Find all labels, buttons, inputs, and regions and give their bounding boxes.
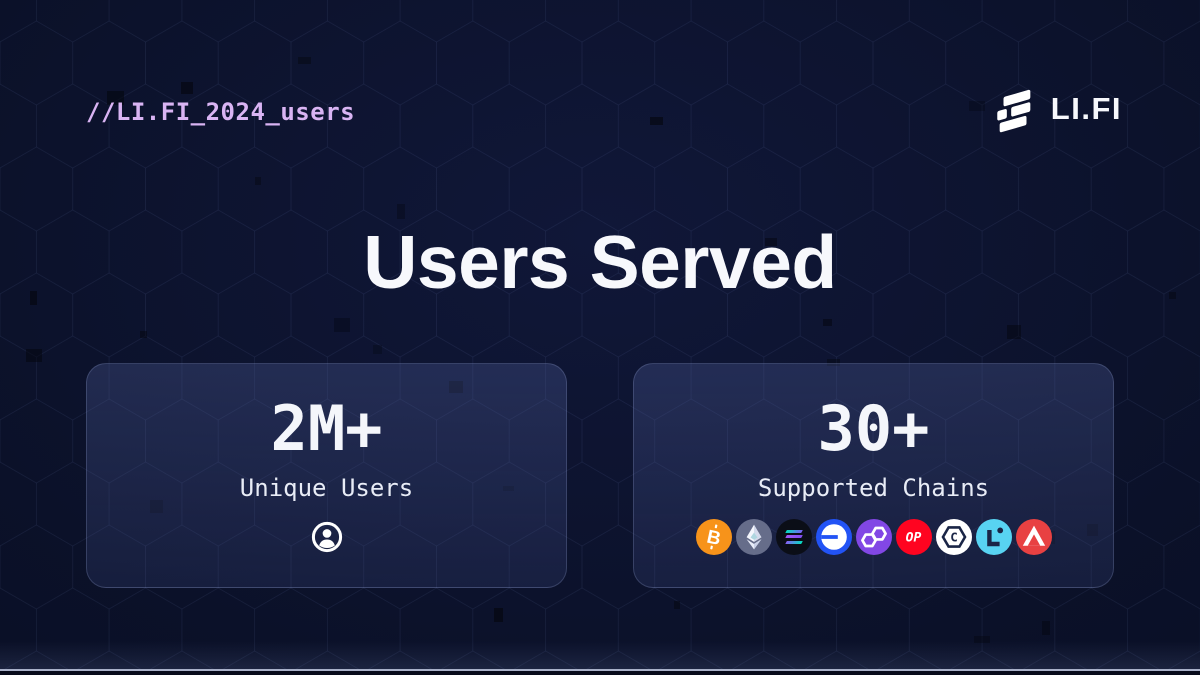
stat-cards: 2M+ Unique Users 30+ Supported Chains B O… (86, 363, 1114, 588)
solana-icon (775, 519, 812, 555)
lifi-logo-icon (997, 89, 1031, 133)
svg-text:C: C (950, 529, 958, 544)
brand: LI.FI (992, 84, 1122, 134)
polygon-icon (855, 519, 892, 555)
linea-icon (975, 519, 1012, 555)
chain-icon-row: B OP C (695, 519, 1052, 555)
cronos-icon: C (935, 519, 972, 555)
user-avatar-icon (311, 521, 342, 553)
svg-text:B: B (704, 527, 722, 550)
breadcrumb-tag: //LI.FI_2024_users (86, 98, 356, 126)
stat-card-supported-chains: 30+ Supported Chains B OP C (633, 363, 1114, 588)
stat-label-supported-chains: Supported Chains (757, 474, 990, 502)
unique-users-icon-row (310, 519, 344, 555)
stat-card-unique-users: 2M+ Unique Users (86, 363, 567, 588)
page-title: Users Served (363, 220, 837, 304)
brand-wordmark: LI.FI (1050, 91, 1122, 126)
bitcoin-icon: B (695, 519, 732, 555)
bottom-edge (0, 671, 1200, 675)
svg-text:OP: OP (905, 531, 921, 546)
avalanche-icon (1015, 519, 1052, 555)
stat-value-supported-chains: 30+ (817, 392, 930, 465)
bottom-divider (0, 669, 1200, 671)
stat-label-unique-users: Unique Users (239, 474, 414, 502)
bottom-glow (0, 641, 1200, 669)
optimism-icon: OP (895, 519, 932, 555)
ethereum-icon (735, 519, 772, 555)
base-icon (815, 519, 852, 555)
stat-value-unique-users: 2M+ (270, 392, 383, 465)
